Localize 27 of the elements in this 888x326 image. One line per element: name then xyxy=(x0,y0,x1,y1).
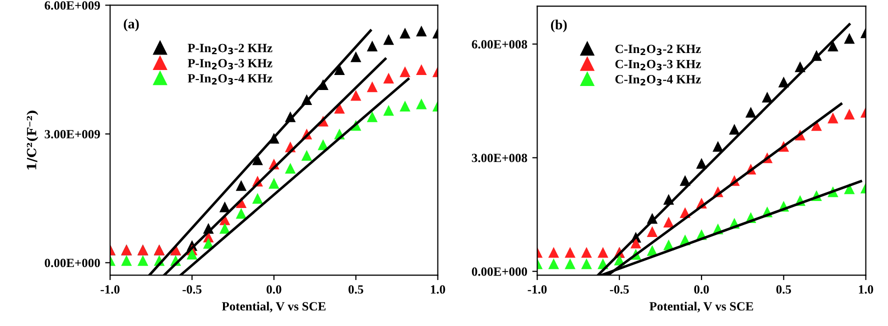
y-tick-label: 0.00E+000 xyxy=(44,258,100,268)
y-tick-label: 3.00E+008 xyxy=(472,154,528,162)
x-tick-label: 1.0 xyxy=(430,285,446,294)
y-axis-title: 1/C²(F⁻²) xyxy=(26,110,38,170)
y-tick-label: 6.00E+009 xyxy=(44,1,100,10)
legend-label: P-In$_{2}$O$_{3}$-3 KHz xyxy=(188,58,272,70)
x-axis-title: Potential, V vs SCE xyxy=(650,302,754,312)
y-tick-label: 6.00E+008 xyxy=(472,40,528,49)
legend-label: C-In$_{2}$O$_{3}$-3 KHz xyxy=(615,60,701,70)
legend-label: P-In$_{2}$O$_{3}$-4 KHz xyxy=(188,74,272,85)
x-tick-label: -0.5 xyxy=(610,285,629,294)
legend-label: P-In$_{2}$O$_{3}$-2 KHz xyxy=(188,44,272,54)
x-tick-label: 0.0 xyxy=(266,285,282,294)
legend-label: C-In$_{2}$O$_{3}$-4 KHz xyxy=(615,75,701,86)
x-tick-label: 0.5 xyxy=(348,285,364,294)
y-tick-label: 3.00E+009 xyxy=(44,130,100,138)
y-tick-label: 0.00E+000 xyxy=(472,267,528,276)
annotation: (b) xyxy=(550,20,567,32)
x-tick-label: -0.5 xyxy=(182,285,202,294)
annotation: (a) xyxy=(124,18,139,32)
x-tick-label: -1.0 xyxy=(100,285,120,294)
legend-label: C-In$_{2}$O$_{3}$-2 KHz xyxy=(615,44,701,56)
x-tick-label: -1.0 xyxy=(528,285,547,294)
x-tick-label: 0.0 xyxy=(694,285,709,294)
x-axis-title: Potential, V vs SCE xyxy=(222,302,326,312)
x-tick-label: 0.5 xyxy=(776,285,792,294)
x-tick-label: 1.0 xyxy=(858,285,874,294)
